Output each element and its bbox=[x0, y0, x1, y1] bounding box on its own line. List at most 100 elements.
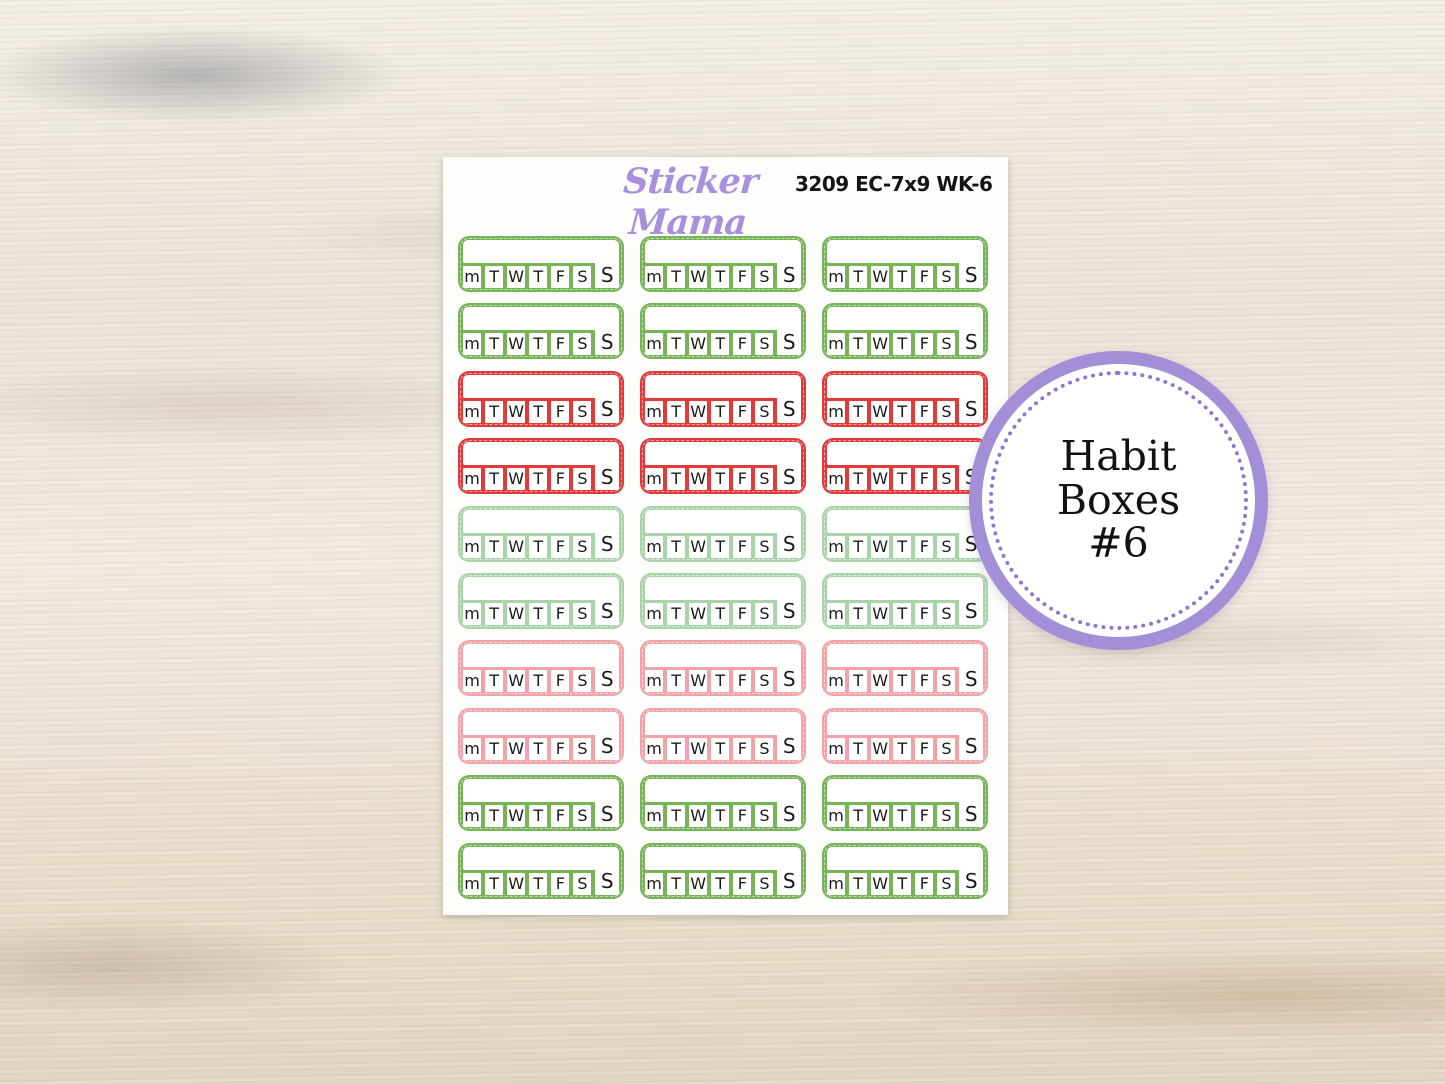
day-letter-box: S bbox=[573, 805, 592, 828]
day-letter-box: W bbox=[871, 400, 890, 423]
day-letter-box: F bbox=[733, 535, 752, 558]
day-letter-box: F bbox=[551, 266, 570, 288]
sticker-blank-label-area bbox=[645, 576, 801, 600]
day-letter-box: T bbox=[529, 535, 548, 558]
day-letter-box: T bbox=[893, 400, 912, 423]
day-letter-box: F bbox=[551, 468, 570, 491]
day-letter-box: F bbox=[915, 737, 934, 760]
day-letter-box: m bbox=[645, 872, 664, 895]
day-letter-box: S bbox=[937, 333, 956, 356]
day-letter-box: S bbox=[959, 395, 983, 423]
day-letter-box: S bbox=[573, 535, 592, 558]
day-letter-box: F bbox=[915, 805, 934, 828]
day-letter-box: T bbox=[711, 400, 730, 423]
day-letter-box: m bbox=[463, 737, 482, 760]
day-letter-box: W bbox=[871, 468, 890, 491]
day-letter-box: T bbox=[529, 266, 548, 288]
sticker-blank-label-area bbox=[645, 509, 801, 533]
day-letter-box: T bbox=[893, 670, 912, 693]
day-letter-box: m bbox=[645, 468, 664, 491]
day-letter-box: T bbox=[485, 535, 504, 558]
day-letter-box: W bbox=[689, 670, 708, 693]
day-letter-box: T bbox=[529, 333, 548, 356]
day-letter-box: T bbox=[667, 266, 686, 288]
day-letter-box: F bbox=[915, 468, 934, 491]
day-letter-box: T bbox=[849, 737, 868, 760]
sticker-blank-label-area bbox=[827, 442, 983, 466]
day-letter-box: S bbox=[755, 737, 774, 760]
day-letter-box: S bbox=[937, 535, 956, 558]
day-letter-box: W bbox=[507, 468, 526, 491]
day-letter-box: m bbox=[645, 805, 664, 828]
day-letter-box: T bbox=[711, 266, 730, 288]
day-letter-box: F bbox=[733, 670, 752, 693]
day-letter-box: F bbox=[551, 737, 570, 760]
brand-logo-text: Sticker Mama bbox=[621, 161, 759, 243]
sticker-blank-label-area bbox=[463, 509, 619, 533]
day-letter-box: S bbox=[595, 395, 619, 423]
day-letter-box: F bbox=[551, 805, 570, 828]
day-letter-box: S bbox=[777, 261, 801, 288]
day-letter-box: T bbox=[849, 872, 868, 895]
sticker-blank-label-area bbox=[645, 711, 801, 735]
day-letter-box: T bbox=[711, 468, 730, 491]
day-letter-box: S bbox=[573, 670, 592, 693]
day-letter-box: T bbox=[711, 535, 730, 558]
sticker-blank-label-area bbox=[827, 307, 983, 331]
sticker-blank-label-area bbox=[463, 307, 619, 331]
day-letter-box: T bbox=[893, 602, 912, 625]
day-letter-box: T bbox=[849, 602, 868, 625]
day-letter-box: F bbox=[915, 535, 934, 558]
day-letter-box: W bbox=[507, 872, 526, 895]
day-letter-box: T bbox=[485, 468, 504, 491]
day-letter-box: S bbox=[777, 530, 801, 558]
day-letter-box: F bbox=[733, 400, 752, 423]
day-letter-box: F bbox=[915, 333, 934, 356]
day-letter-box: T bbox=[529, 737, 548, 760]
day-letter-box: m bbox=[645, 535, 664, 558]
day-letter-box: S bbox=[937, 737, 956, 760]
day-letter-box: F bbox=[733, 333, 752, 356]
badge-title-line: #6 bbox=[1088, 519, 1149, 568]
day-letter-box: F bbox=[733, 602, 752, 625]
day-letter-box: W bbox=[689, 535, 708, 558]
day-letter-box: S bbox=[595, 328, 619, 356]
day-letter-box: T bbox=[485, 670, 504, 693]
day-letter-box: T bbox=[893, 737, 912, 760]
day-letter-box: m bbox=[827, 737, 846, 760]
day-letter-box: S bbox=[959, 800, 983, 828]
day-letter-box: T bbox=[485, 266, 504, 288]
day-letter-box: m bbox=[827, 805, 846, 828]
day-letter-box: S bbox=[937, 805, 956, 828]
day-letter-box: T bbox=[529, 400, 548, 423]
sticker-blank-label-area bbox=[645, 644, 801, 668]
day-letter-box: T bbox=[667, 333, 686, 356]
day-letter-box: S bbox=[937, 266, 956, 288]
day-letter-box: T bbox=[667, 737, 686, 760]
day-letter-box: T bbox=[711, 670, 730, 693]
sticker-blank-label-area bbox=[645, 846, 801, 870]
